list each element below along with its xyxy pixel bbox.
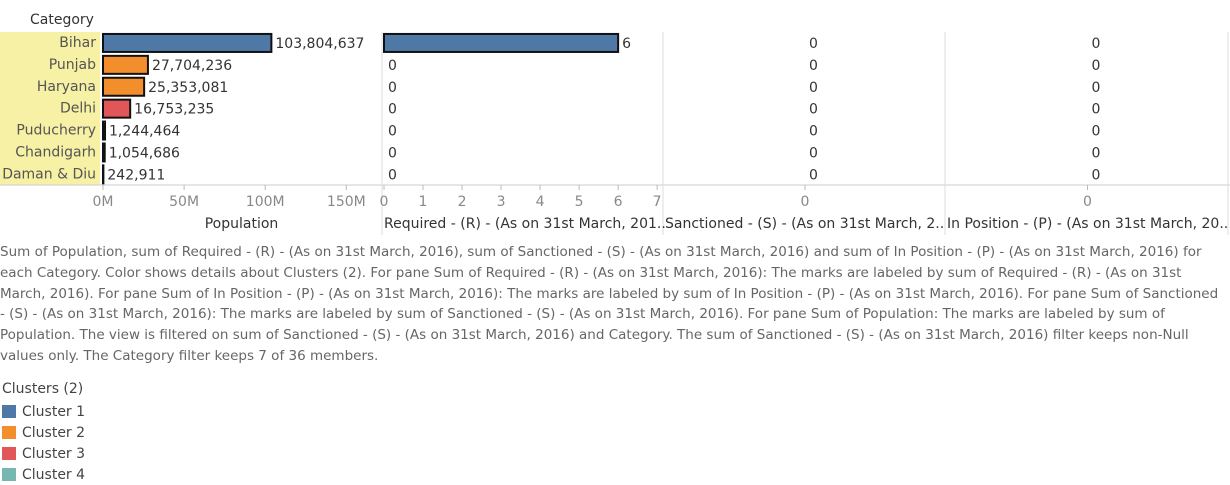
- category-label: Delhi: [60, 101, 96, 117]
- bar: [102, 120, 107, 141]
- data-label: 0: [1092, 58, 1101, 74]
- data-label: 0: [1092, 80, 1101, 96]
- legend-item[interactable]: Cluster 1: [2, 401, 85, 422]
- data-label: 0: [388, 58, 397, 74]
- x-tick-label: 6: [614, 194, 623, 210]
- data-label: 0: [809, 167, 818, 183]
- bar: [383, 32, 620, 53]
- legend-label: Cluster 1: [22, 403, 86, 420]
- caption: Sum of Population, sum of Required - (R)…: [0, 244, 1219, 364]
- category-highlight: [0, 32, 100, 185]
- x-tick-label: 0: [380, 194, 389, 210]
- category-label: Bihar: [59, 35, 96, 51]
- bar: [102, 32, 273, 53]
- data-label: 103,804,637: [275, 36, 364, 52]
- legend: Clusters (2) Cluster 1 Cluster 2 Cluster 3…: [2, 381, 85, 485]
- data-label: 0: [1092, 167, 1101, 183]
- data-label: 27,704,236: [152, 58, 232, 74]
- category-label: Haryana: [37, 79, 96, 95]
- data-label: 0: [1092, 102, 1101, 118]
- x-tick-label: 7: [653, 194, 662, 210]
- x-tick-label: 150M: [327, 194, 366, 210]
- data-label: 0: [388, 124, 397, 140]
- x-tick-label: 0M: [93, 194, 114, 210]
- data-label: 0: [809, 124, 818, 140]
- legend-swatch: [2, 405, 16, 418]
- data-label: 0: [388, 167, 397, 183]
- x-axis-title: In Position - (P) - (As on 31st March, 2…: [947, 216, 1228, 232]
- x-axis-title: Required - (R) - (As on 31st March, 201.…: [384, 216, 666, 232]
- data-label: 242,911: [107, 167, 165, 183]
- data-label: 1,054,686: [109, 145, 180, 161]
- data-label: 0: [388, 80, 397, 96]
- chart: Category Bihar Punjab Haryana Delhi Puducher…: [0, 12, 1230, 235]
- legend-swatch: [2, 426, 16, 439]
- data-label: 0: [809, 102, 818, 118]
- legend-item[interactable]: Cluster 3: [2, 443, 85, 464]
- x-axis-title: Population: [205, 216, 279, 232]
- data-label: 0: [1092, 124, 1101, 140]
- data-label: 1,244,464: [109, 124, 180, 140]
- data-label: 0: [1092, 145, 1101, 161]
- legend-title: Clusters (2): [2, 381, 84, 397]
- data-label: 0: [809, 145, 818, 161]
- x-tick-label: 2: [458, 194, 467, 210]
- x-tick-label: 4: [536, 194, 545, 210]
- data-label: 6: [622, 36, 631, 52]
- legend-item[interactable]: Cluster 4: [2, 464, 85, 485]
- x-tick-label: 0: [801, 194, 810, 210]
- legend-label: Cluster 3: [22, 445, 86, 462]
- data-label: 0: [809, 80, 818, 96]
- bar: [102, 76, 146, 97]
- category-header: Category: [30, 12, 94, 28]
- data-label: 0: [809, 58, 818, 74]
- category-label: Daman & Diu: [2, 166, 96, 182]
- bar: [102, 98, 132, 119]
- x-tick-label: 100M: [246, 194, 285, 210]
- x-tick-label: 1: [419, 194, 428, 210]
- x-tick-label: 50M: [169, 194, 199, 210]
- category-label: Punjab: [49, 57, 96, 73]
- bar: [102, 142, 106, 163]
- legend-label: Cluster 2: [22, 424, 86, 441]
- bar: [102, 54, 149, 75]
- category-label: Puducherry: [16, 123, 96, 139]
- x-axis-title: Sanctioned - (S) - (As on 31st March, 2.…: [665, 216, 944, 232]
- legend-item[interactable]: Cluster 2: [2, 422, 85, 443]
- data-label: 16,753,235: [134, 102, 214, 118]
- data-label: 0: [1092, 36, 1101, 52]
- x-tick-label: 3: [497, 194, 506, 210]
- legend-swatch: [2, 447, 16, 460]
- data-label: 0: [388, 145, 397, 161]
- legend-label: Cluster 4: [22, 466, 86, 483]
- category-label: Chandigarh: [15, 144, 96, 160]
- data-label: 25,353,081: [148, 80, 228, 96]
- legend-swatch: [2, 468, 16, 481]
- x-tick-label: 0: [1083, 194, 1092, 210]
- x-tick-label: 5: [575, 194, 584, 210]
- data-label: 0: [809, 36, 818, 52]
- data-label: 0: [388, 102, 397, 118]
